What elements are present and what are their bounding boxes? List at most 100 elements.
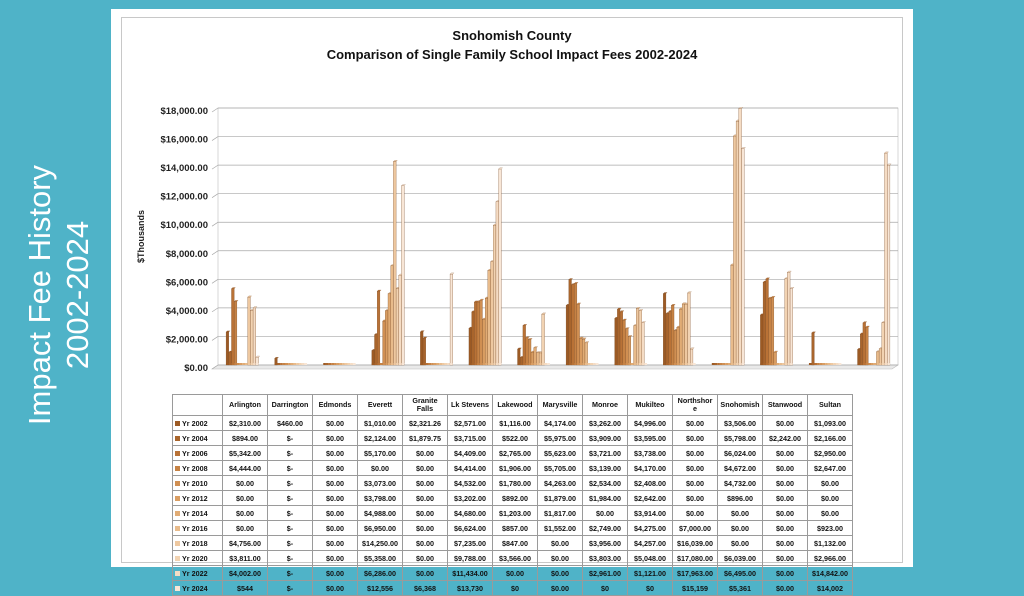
bar	[668, 311, 672, 366]
gridline-depth	[211, 279, 219, 284]
bar-top	[533, 346, 538, 348]
table-cell: $15,159	[672, 580, 718, 596]
bar-base	[865, 363, 869, 365]
bar-base	[296, 363, 299, 365]
bar	[525, 337, 529, 366]
table-cell: $4,988.00	[357, 505, 403, 521]
table-cell: $1,552.00	[537, 520, 583, 536]
table-cell: $-	[267, 460, 313, 476]
bar-top	[741, 147, 746, 149]
table-cell: $3,798.00	[357, 490, 403, 506]
table-cell: $0.00	[762, 460, 808, 476]
bar-base	[347, 363, 351, 365]
bar-base	[339, 363, 343, 365]
bar	[390, 265, 394, 366]
table-row: Yr 2012 $0.00 $- $0.00 $3,798.00 $0.00 $3,202.…	[172, 490, 853, 506]
table-cell: $4,732.00	[717, 475, 763, 491]
table-cell: $-	[267, 565, 313, 581]
category-label: Everett	[367, 400, 393, 409]
table-cell: $0.00	[762, 415, 808, 431]
table-cell: $0.00	[222, 520, 268, 536]
legend-swatch	[175, 466, 180, 472]
bar-base	[830, 363, 834, 365]
bar-base	[819, 363, 823, 365]
bar-top	[884, 151, 889, 154]
series-label-cell: Yr 2022	[172, 565, 223, 581]
y-tick-label: $2,000.00	[166, 334, 208, 345]
bar-base	[436, 363, 440, 365]
bar-base	[517, 363, 521, 365]
bar-base	[776, 363, 780, 365]
bar-base	[231, 363, 235, 365]
series-label-cell: Yr 2004	[172, 430, 223, 446]
series-name: Yr 2008	[182, 463, 208, 473]
bar-base	[293, 363, 297, 365]
table-cell: $2,166.00	[807, 430, 853, 446]
table-cell: $896.00	[717, 490, 763, 506]
table-cell: $0.00	[402, 460, 448, 476]
bar-base	[520, 363, 523, 365]
series-label-cell: Yr 2006	[172, 445, 223, 461]
bar-base	[725, 363, 728, 365]
bar-base	[668, 363, 672, 365]
bar-top	[662, 292, 668, 294]
legend-swatch	[175, 571, 180, 577]
category-label: Mukilteo	[635, 400, 665, 409]
bar-base	[239, 363, 243, 365]
bar	[681, 303, 685, 366]
bar	[687, 292, 691, 366]
chart-subtitle: Comparison of Single Family School Impac…	[326, 47, 698, 62]
bar-base	[388, 363, 391, 365]
bar	[628, 336, 632, 366]
table-header-row: Arlington Darrington Edmonds Everett Granite…	[172, 394, 853, 416]
table-cell: $923.00	[807, 520, 853, 536]
gridline-depth	[211, 364, 219, 370]
bar	[765, 278, 769, 366]
table-cell: $0.00	[312, 490, 358, 506]
bar	[493, 225, 497, 366]
bar	[374, 334, 378, 366]
table-cell: $0.00	[807, 490, 853, 506]
bar-base	[471, 363, 475, 365]
bar-base	[431, 363, 434, 365]
bar-base	[879, 363, 882, 365]
bar-top	[584, 341, 590, 343]
bar	[619, 311, 623, 366]
bar	[676, 327, 680, 366]
bar-base	[253, 363, 256, 365]
table-cell: $2,571.00	[447, 415, 493, 431]
chart-title: Snohomish County	[452, 28, 572, 43]
gridline-depth	[211, 250, 219, 256]
bar	[741, 148, 745, 366]
bar-base	[814, 363, 818, 365]
bar-base	[441, 363, 445, 365]
table-cell: $4,257.00	[627, 535, 673, 551]
gridline-depth	[211, 336, 219, 341]
category-label: Granite	[412, 396, 438, 405]
bar-top	[671, 304, 676, 306]
bar	[625, 328, 629, 366]
plot-floor	[211, 364, 899, 370]
legend-swatch	[175, 541, 180, 547]
table-cell: $0.00	[762, 580, 808, 596]
bar-base	[711, 363, 715, 365]
bar-base	[423, 363, 426, 365]
series-label-cell: Yr 2024	[172, 580, 223, 596]
bar-top	[579, 336, 584, 339]
bar-base	[620, 363, 623, 365]
table-cell: $3,715.00	[447, 430, 493, 446]
bar-base	[390, 363, 394, 365]
bar-base	[687, 363, 691, 365]
gridline-depth	[211, 193, 219, 198]
table-cell: $-	[267, 550, 313, 566]
table-cell: $2,242.00	[762, 430, 808, 446]
bar	[522, 325, 526, 366]
table-cell: $0.00	[762, 445, 808, 461]
bar-base	[817, 363, 820, 365]
y-tick-label: $6,000.00	[166, 277, 208, 288]
table-cell: $0.00	[402, 505, 448, 521]
bar-base	[738, 363, 742, 365]
bar-top	[738, 107, 743, 109]
table-cell: $4,672.00	[717, 460, 763, 476]
legend-swatch	[175, 586, 180, 592]
